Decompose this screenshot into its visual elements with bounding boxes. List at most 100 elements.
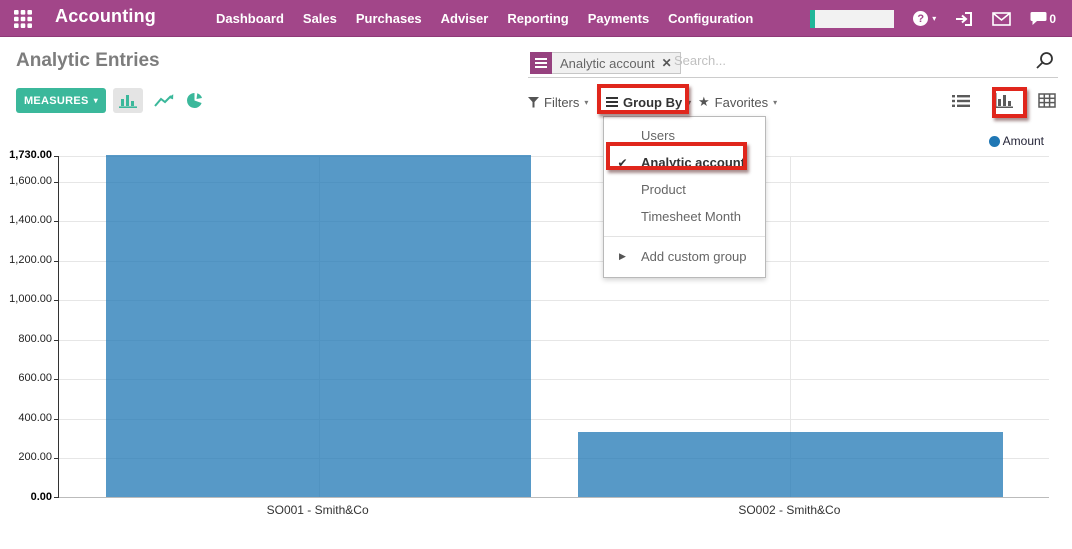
group-by-menu-items: Users ✔ Analytic account Product Timesheet M… [604, 122, 765, 230]
help-menu[interactable]: ? ▾ [913, 11, 936, 26]
graph-view-icon [995, 93, 1013, 108]
y-tick-mark [54, 156, 59, 157]
gridline-h [59, 181, 1049, 183]
view-switcher [952, 92, 1056, 109]
group-by-button[interactable]: Group By ▾ [606, 92, 691, 112]
y-tick-mark [54, 497, 59, 498]
list-view-icon [952, 94, 970, 107]
group-by-option-timesheet-month[interactable]: Timesheet Month [604, 203, 765, 230]
y-tick-mark [54, 260, 59, 262]
y-tick-label: 800.00 [18, 332, 52, 345]
menu-separator [604, 236, 765, 237]
y-axis: 0.00 200.00 400.00 600.00 800.00 1,000.00 1,20… [0, 149, 52, 503]
search-underline [528, 77, 1058, 78]
y-tick-mark [54, 339, 59, 341]
check-icon: ✔ [617, 155, 628, 170]
facet-close-icon[interactable]: ✕ [661, 56, 672, 70]
list-view-button[interactable] [952, 94, 970, 108]
top-navbar: Accounting Dashboard Sales Purchases Advise… [0, 0, 1072, 37]
nav-item-configuration[interactable]: Configuration [668, 11, 754, 26]
x-axis: SO001 - Smith&Co SO002 - Smith&Co [58, 503, 1049, 519]
nav-item-adviser[interactable]: Adviser [440, 11, 489, 26]
y-tick-label: 200.00 [18, 451, 52, 464]
nav-item-purchases[interactable]: Purchases [355, 11, 422, 26]
y-tick-label: 1,000.00 [9, 293, 52, 306]
y-tick-mark [54, 458, 59, 460]
group-by-option-product[interactable]: Product [604, 176, 765, 203]
y-tick-label: 400.00 [18, 411, 52, 424]
group-by-label: Group By [623, 94, 683, 110]
search-bar: Analytic account ✕ [528, 45, 1058, 78]
group-by-menu: Users ✔ Analytic account Product Timesheet M… [603, 116, 766, 278]
bar-chart-type-button[interactable] [113, 88, 143, 113]
y-tick-label: 1,200.00 [9, 253, 52, 266]
bars-icon [606, 97, 618, 107]
legend-item-amount[interactable]: Amount [988, 134, 1044, 148]
chevron-down-icon: ▾ [687, 97, 692, 107]
y-tick-label: 600.00 [18, 372, 52, 385]
y-tick-label: 1,400.00 [9, 214, 52, 227]
gridline-v [790, 156, 792, 497]
sign-in-icon-svg [956, 11, 973, 26]
nav-item-sales[interactable]: Sales [302, 11, 337, 26]
plot-area [54, 155, 1049, 498]
add-custom-group-label: Add custom group [641, 249, 747, 264]
gridline-h [59, 260, 1049, 262]
gridline-h [59, 379, 1049, 381]
group-by-option-users[interactable]: Users [604, 122, 765, 149]
chevron-down-icon: ▾ [93, 96, 99, 105]
facet-body: Analytic account ✕ [552, 52, 681, 74]
pie-chart-type-button[interactable] [180, 88, 210, 113]
add-custom-group-item[interactable]: ▶ Add custom group [604, 243, 765, 270]
help-icon: ? [913, 11, 929, 26]
legend-label: Amount [1002, 134, 1044, 148]
search-input[interactable] [674, 53, 1014, 68]
y-tick-mark [54, 418, 59, 420]
favorites-button[interactable]: ★ Favorites ▾ [698, 92, 777, 112]
apps-grid-icon[interactable] [14, 10, 32, 28]
app-title[interactable]: Accounting [55, 6, 156, 26]
envelope-icon-svg [992, 11, 1012, 26]
apps-grid-icon-svg [14, 10, 32, 28]
pie-chart-icon [186, 93, 202, 108]
messages-icon[interactable] [992, 11, 1012, 26]
gridline-h [59, 221, 1049, 223]
search-icon[interactable] [1035, 51, 1054, 75]
funnel-icon [528, 96, 539, 107]
y-tick-mark [54, 181, 59, 183]
bar-chart: Amount 0.00 200.00 400.00 600.00 800.00 1,000… [0, 125, 1072, 549]
gridline-h [59, 339, 1049, 341]
star-icon: ★ [698, 94, 710, 109]
user-name-badge[interactable] [810, 9, 895, 28]
sign-in-icon[interactable] [955, 11, 973, 27]
bar-so001-smith-co[interactable] [106, 155, 532, 497]
line-chart-type-button[interactable] [149, 88, 179, 113]
y-tick-mark [54, 221, 59, 223]
pivot-view-button[interactable] [1038, 93, 1056, 108]
nav-item-dashboard[interactable]: Dashboard [216, 11, 284, 26]
filters-label: Filters [544, 94, 580, 110]
bar-so002-smith-co[interactable] [577, 431, 1003, 497]
graph-view-button[interactable] [994, 92, 1014, 109]
page-title: Analytic Entries [16, 50, 160, 71]
group-by-facet-icon [530, 52, 552, 74]
group-by-option-analytic-account[interactable]: ✔ Analytic account [604, 149, 765, 176]
favorites-label: Favorites [714, 94, 769, 110]
gridline-h [59, 458, 1049, 460]
bar-chart-icon [119, 95, 137, 108]
navbar-right: ? ▾ [810, 0, 1056, 37]
line-chart-icon [154, 94, 174, 107]
nav-item-payments[interactable]: Payments [587, 11, 650, 26]
measures-button[interactable]: MEASURES ▾ [16, 88, 106, 113]
chevron-down-icon: ▾ [584, 97, 589, 107]
chevron-down-icon: ▾ [773, 97, 778, 107]
nav-item-reporting[interactable]: Reporting [507, 11, 569, 26]
facet-label: Analytic account [560, 55, 655, 71]
y-tick-label: 0.00 [30, 491, 52, 503]
group-by-option-label: Users [641, 128, 675, 143]
filters-button[interactable]: Filters ▾ [528, 92, 588, 112]
chevron-right-icon: ▶ [619, 251, 626, 261]
chat-indicator[interactable]: 0 [1030, 11, 1056, 26]
search-icon-svg [1036, 52, 1053, 69]
search-facet-groupby: Analytic account ✕ [530, 52, 681, 74]
